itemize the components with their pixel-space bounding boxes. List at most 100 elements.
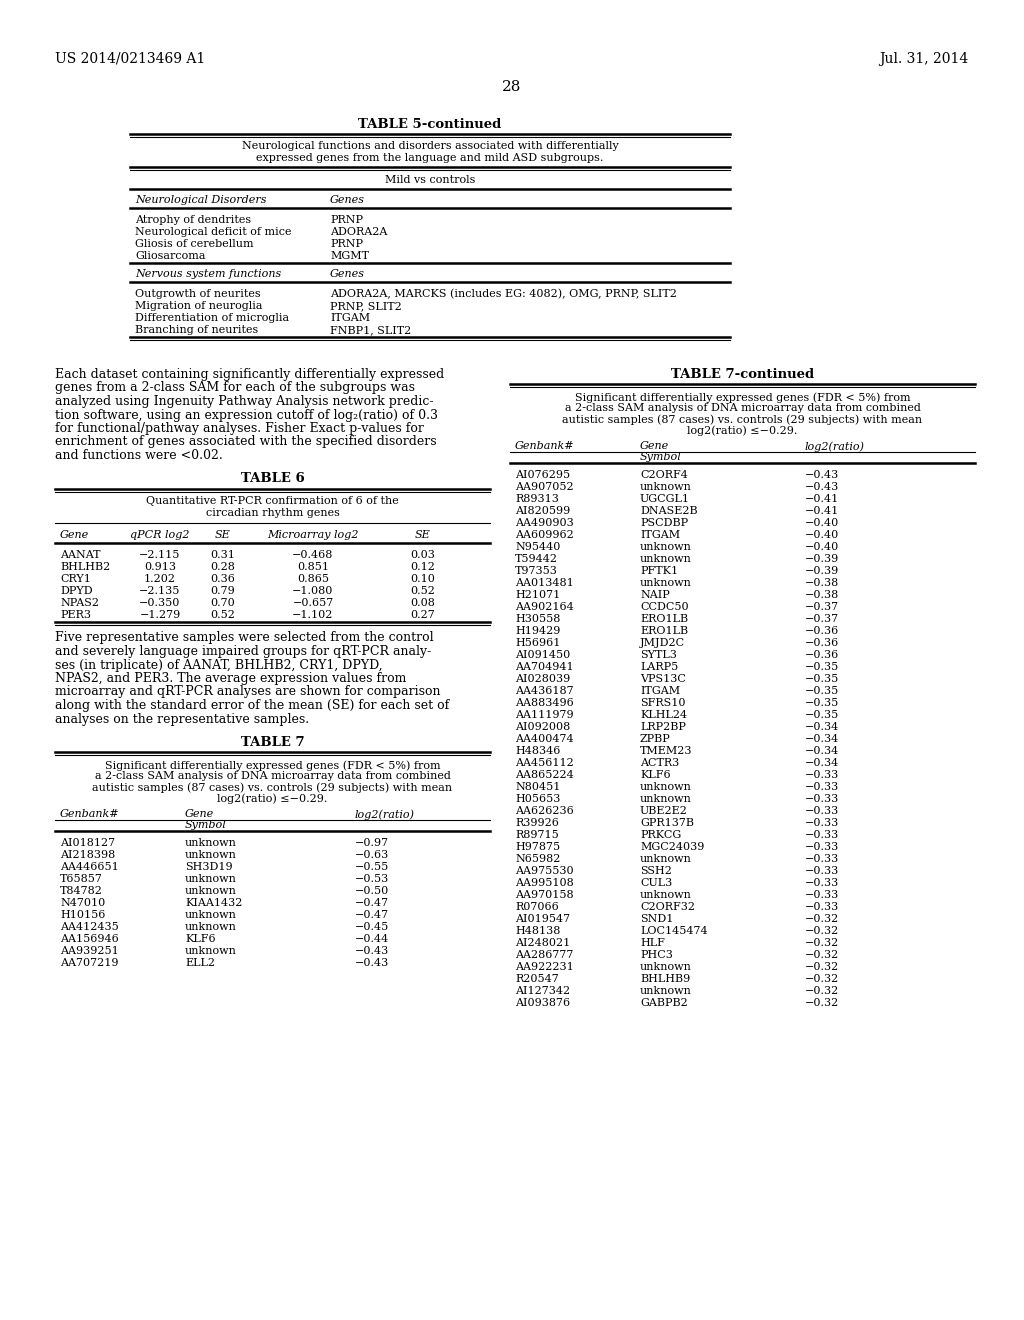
- Text: HLF: HLF: [640, 939, 665, 948]
- Text: −0.39: −0.39: [805, 566, 840, 576]
- Text: Neurological Disorders: Neurological Disorders: [135, 195, 266, 205]
- Text: AI093876: AI093876: [515, 998, 570, 1008]
- Text: AI092008: AI092008: [515, 722, 570, 733]
- Text: AI019547: AI019547: [515, 913, 570, 924]
- Text: unknown: unknown: [640, 482, 692, 492]
- Text: AA609962: AA609962: [515, 531, 573, 540]
- Text: −0.47: −0.47: [355, 898, 389, 908]
- Text: −0.35: −0.35: [805, 686, 840, 696]
- Text: AI018127: AI018127: [60, 838, 115, 847]
- Text: PRKCG: PRKCG: [640, 830, 681, 840]
- Text: H97875: H97875: [515, 842, 560, 851]
- Text: CUL3: CUL3: [640, 878, 672, 888]
- Text: DNASE2B: DNASE2B: [640, 506, 697, 516]
- Text: −0.43: −0.43: [355, 958, 389, 968]
- Text: ADORA2A, MARCKS (includes EG: 4082), OMG, PRNP, SLIT2: ADORA2A, MARCKS (includes EG: 4082), OMG…: [330, 289, 677, 300]
- Text: TMEM23: TMEM23: [640, 746, 692, 756]
- Text: R89715: R89715: [515, 830, 559, 840]
- Text: US 2014/0213469 A1: US 2014/0213469 A1: [55, 51, 205, 66]
- Text: −0.37: −0.37: [805, 602, 839, 612]
- Text: T59442: T59442: [515, 554, 558, 564]
- Text: −0.55: −0.55: [355, 862, 389, 873]
- Text: 0.851: 0.851: [297, 561, 329, 572]
- Text: −0.34: −0.34: [805, 722, 840, 733]
- Text: Genbank#: Genbank#: [515, 441, 574, 451]
- Text: ACTR3: ACTR3: [640, 758, 679, 768]
- Text: AI028039: AI028039: [515, 675, 570, 684]
- Text: AA865224: AA865224: [515, 770, 573, 780]
- Text: −0.35: −0.35: [805, 710, 840, 719]
- Text: 0.28: 0.28: [211, 561, 236, 572]
- Text: −0.50: −0.50: [355, 886, 389, 896]
- Text: KLHL24: KLHL24: [640, 710, 687, 719]
- Text: −1.279: −1.279: [139, 610, 180, 619]
- Text: −0.34: −0.34: [805, 734, 840, 744]
- Text: 0.865: 0.865: [297, 573, 329, 583]
- Text: 0.27: 0.27: [411, 610, 435, 619]
- Text: Gliosarcoma: Gliosarcoma: [135, 251, 206, 261]
- Text: log2(ratio): log2(ratio): [805, 441, 865, 451]
- Text: R89313: R89313: [515, 494, 559, 504]
- Text: AI248021: AI248021: [515, 939, 570, 948]
- Text: unknown: unknown: [185, 838, 237, 847]
- Text: −0.41: −0.41: [805, 506, 840, 516]
- Text: DPYD: DPYD: [60, 586, 92, 595]
- Text: ERO1LB: ERO1LB: [640, 614, 688, 624]
- Text: and severely language impaired groups for qRT-PCR analy-: and severely language impaired groups fo…: [55, 645, 431, 657]
- Text: unknown: unknown: [185, 921, 237, 932]
- Text: PRNP: PRNP: [330, 239, 362, 249]
- Text: genes from a 2-class SAM for each of the subgroups was: genes from a 2-class SAM for each of the…: [55, 381, 415, 395]
- Text: −0.32: −0.32: [805, 950, 840, 960]
- Text: H48346: H48346: [515, 746, 560, 756]
- Text: −2.115: −2.115: [139, 549, 180, 560]
- Text: −0.657: −0.657: [293, 598, 334, 607]
- Text: AA412435: AA412435: [60, 921, 119, 932]
- Text: qPCR log2: qPCR log2: [130, 529, 189, 540]
- Text: −0.43: −0.43: [355, 946, 389, 956]
- Text: −0.32: −0.32: [805, 998, 840, 1008]
- Text: −0.32: −0.32: [805, 974, 840, 983]
- Text: AI127342: AI127342: [515, 986, 570, 997]
- Text: unknown: unknown: [640, 986, 692, 997]
- Text: Branching of neurites: Branching of neurites: [135, 325, 258, 335]
- Text: −0.33: −0.33: [805, 781, 840, 792]
- Text: circadian rhythm genes: circadian rhythm genes: [206, 508, 339, 519]
- Text: AI091450: AI091450: [515, 649, 570, 660]
- Text: −1.102: −1.102: [292, 610, 334, 619]
- Text: −0.32: −0.32: [805, 939, 840, 948]
- Text: ERO1LB: ERO1LB: [640, 626, 688, 636]
- Text: −0.38: −0.38: [805, 590, 840, 601]
- Text: −0.33: −0.33: [805, 854, 840, 865]
- Text: R39926: R39926: [515, 818, 559, 828]
- Text: unknown: unknown: [640, 554, 692, 564]
- Text: unknown: unknown: [185, 850, 237, 861]
- Text: Significant differentially expressed genes (FDR < 5%) from: Significant differentially expressed gen…: [104, 760, 440, 771]
- Text: PFTK1: PFTK1: [640, 566, 678, 576]
- Text: AA907052: AA907052: [515, 482, 573, 492]
- Text: GABPB2: GABPB2: [640, 998, 688, 1008]
- Text: Neurological deficit of mice: Neurological deficit of mice: [135, 227, 292, 238]
- Text: Gliosis of cerebellum: Gliosis of cerebellum: [135, 239, 254, 249]
- Text: LOC145474: LOC145474: [640, 927, 708, 936]
- Text: −0.35: −0.35: [805, 663, 840, 672]
- Text: −0.43: −0.43: [805, 470, 840, 480]
- Text: −0.97: −0.97: [355, 838, 389, 847]
- Text: SYTL3: SYTL3: [640, 649, 677, 660]
- Text: KIAA1432: KIAA1432: [185, 898, 243, 908]
- Text: 0.79: 0.79: [211, 586, 236, 595]
- Text: −0.37: −0.37: [805, 614, 839, 624]
- Text: AA970158: AA970158: [515, 890, 573, 900]
- Text: unknown: unknown: [185, 874, 237, 884]
- Text: Genes: Genes: [330, 269, 365, 279]
- Text: −0.40: −0.40: [805, 531, 840, 540]
- Text: ITGAM: ITGAM: [330, 313, 370, 323]
- Text: AA975530: AA975530: [515, 866, 573, 876]
- Text: PRNP: PRNP: [330, 215, 362, 224]
- Text: autistic samples (87 cases) vs. controls (29 subjects) with mean: autistic samples (87 cases) vs. controls…: [92, 781, 453, 792]
- Text: Nervous system functions: Nervous system functions: [135, 269, 282, 279]
- Text: unknown: unknown: [640, 543, 692, 552]
- Text: 0.08: 0.08: [411, 598, 435, 607]
- Text: BHLHB9: BHLHB9: [640, 974, 690, 983]
- Text: −0.63: −0.63: [355, 850, 389, 861]
- Text: H48138: H48138: [515, 927, 560, 936]
